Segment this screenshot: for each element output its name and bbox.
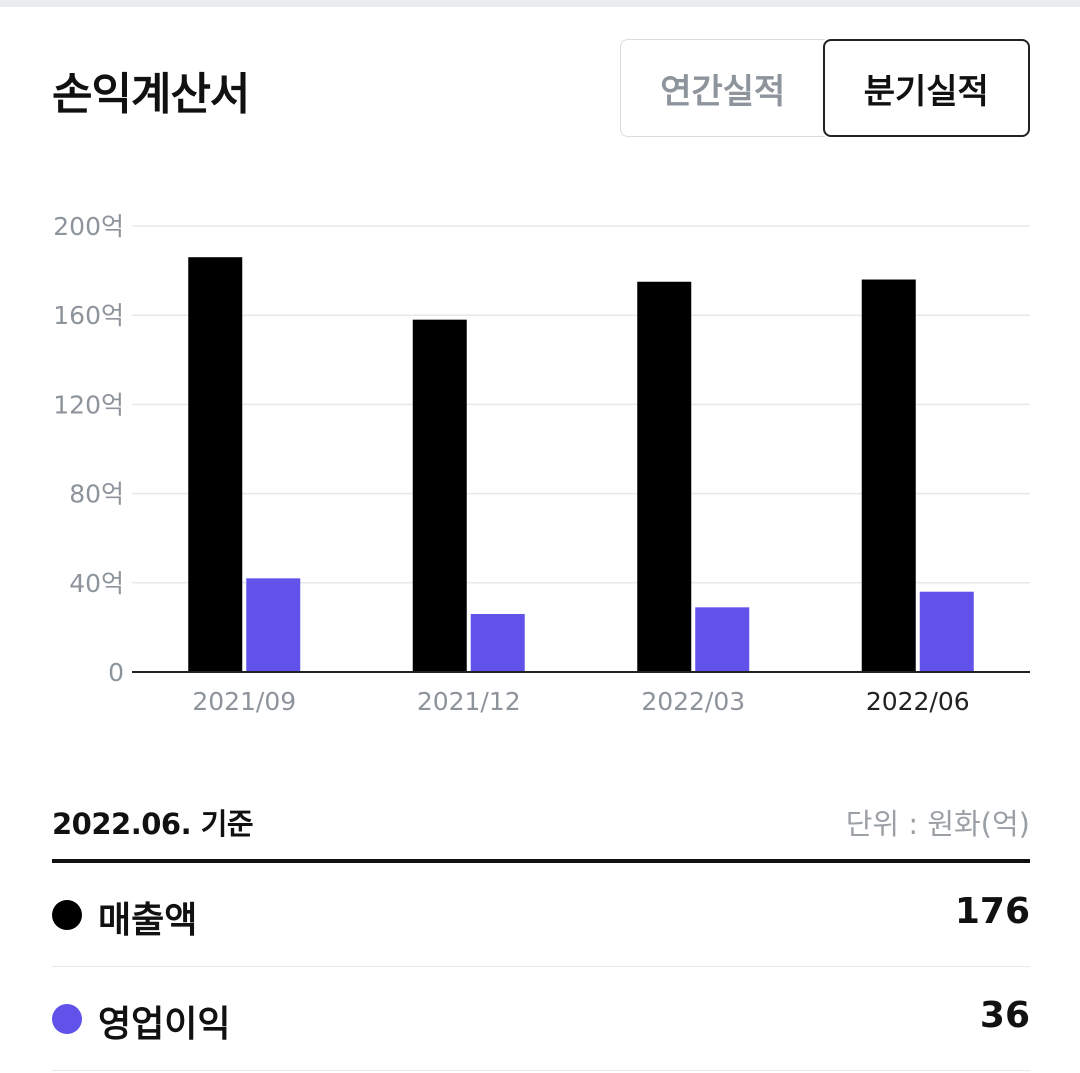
x-tick-label: 2021/12 [417,687,521,716]
revenue-bar[interactable] [637,281,692,672]
income-statement-chart: 0 40억 80억 120억 160억 200억 2021/09 2021/12 2022/03… [53,212,1030,716]
top-strip [0,0,1080,7]
revenue-value: 176 [954,891,1030,932]
y-tick-label: 0 [108,658,124,687]
x-tick-label: 2022/03 [641,687,745,716]
revenue-bar[interactable] [188,257,243,672]
operating-profit-legend-dot [52,1004,82,1034]
quarterly-results-tab[interactable]: 분기실적 [822,39,1030,137]
operating-profit-bar[interactable] [695,607,750,672]
x-tick-label: 2022/06 [866,687,970,716]
info-row: 2022.06. 기준 단위 : 원화(억) [52,795,1030,845]
operating-profit-label: 영업이익 [98,1004,231,1045]
operating-profit-value: 36 [979,995,1030,1036]
operating-profit-bar[interactable] [246,578,301,672]
x-tick-label: 2021/09 [192,687,296,716]
revenue-bar[interactable] [861,279,916,672]
metric-row-revenue: 매출액 176 [52,863,1030,967]
annual-results-tab[interactable]: 연간실적 [620,39,825,137]
y-tick-label: 120억 [53,390,124,419]
metric-row-operating-profit: 영업이익 36 [52,967,1030,1071]
operating-profit-bar[interactable] [919,591,974,672]
y-tick-label: 160억 [53,301,124,330]
revenue-legend-dot [52,900,82,930]
revenue-label: 매출액 [98,900,198,941]
unit-label: 단위 : 원화(억) [845,807,1030,841]
basis-date: 2022.06. 기준 [52,807,254,841]
section-divider [52,859,1030,863]
y-tick-label: 80억 [69,480,124,509]
period-toggle: 연간실적 분기실적 [620,39,1030,137]
operating-profit-bar[interactable] [470,614,525,672]
revenue-bar[interactable] [412,319,467,672]
y-tick-label: 40억 [69,569,124,598]
page-title: 손익계산서 [52,69,250,120]
y-tick-label: 200억 [53,212,124,241]
